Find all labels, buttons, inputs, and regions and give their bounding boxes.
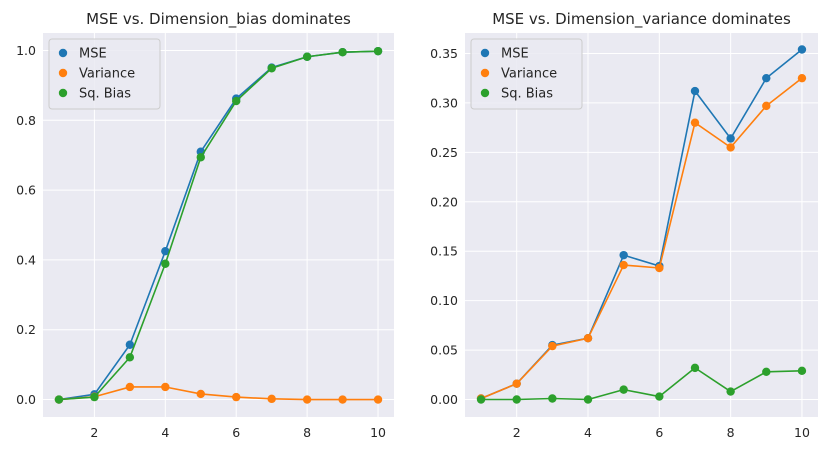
data-series <box>54 46 383 404</box>
x-tick-label: 4 <box>161 425 169 440</box>
data-point-sq_bias <box>302 52 312 61</box>
data-point-variance <box>690 118 700 127</box>
y-tick-label: 0.8 <box>16 113 36 128</box>
y-tick-label: 0.2 <box>16 322 36 337</box>
tick-labels: 2 4 6 8 10 0.0 0.2 0.4 0.6 0.8 1.0 <box>16 43 386 440</box>
legend-box <box>48 38 161 110</box>
data-point-variance <box>338 395 347 404</box>
legend-marker-mse <box>58 48 68 58</box>
data-point-sq_bias <box>690 363 700 373</box>
legend-label: Sq. Bias <box>79 87 131 102</box>
data-series <box>476 45 807 404</box>
data-point-mse <box>619 250 628 260</box>
y-tick-label: 0.35 <box>430 46 458 61</box>
data-point-sq_bias <box>90 392 99 402</box>
data-point-sq_bias <box>655 392 664 401</box>
data-point-sq_bias <box>797 366 807 376</box>
chart-title: MSE vs. Dimension_variance dominates <box>492 10 791 29</box>
data-point-sq_bias <box>548 394 557 403</box>
y-tick-label: 0.6 <box>16 183 36 198</box>
y-tick-label: 0.0 <box>16 392 36 407</box>
data-point-variance <box>619 260 628 270</box>
y-tick-label: 0.05 <box>430 343 458 358</box>
legend-marker-mse <box>480 48 490 58</box>
data-point-sq_bias <box>125 353 135 362</box>
y-tick-label: 0.20 <box>430 194 458 209</box>
data-point-variance <box>726 143 735 152</box>
data-point-mse <box>762 73 771 83</box>
data-point-variance <box>161 382 170 392</box>
data-point-variance <box>125 382 135 392</box>
data-point-variance <box>232 392 241 402</box>
legend-marker-variance <box>480 68 490 78</box>
legend-marker-sq_bias <box>58 88 68 98</box>
data-point-mse <box>690 86 700 96</box>
data-point-sq_bias <box>232 96 241 106</box>
data-point-mse <box>161 246 170 256</box>
data-point-variance <box>548 341 557 351</box>
series-line-variance <box>58 386 379 401</box>
legend-label: Sq. Bias <box>501 87 553 102</box>
data-point-variance <box>373 395 383 404</box>
data-point-sq_bias <box>161 259 170 268</box>
legend-label: MSE <box>79 47 107 62</box>
y-tick-label: 0.00 <box>430 392 458 407</box>
legend-label: Variance <box>79 67 135 82</box>
data-point-sq_bias <box>196 153 205 162</box>
legend-box <box>470 38 583 110</box>
tick-labels: 2 4 6 8 10 0.00 0.05 0.10 0.15 0.20 0.25 0.30 0.35 <box>430 46 810 440</box>
x-tick-label: 2 <box>90 425 98 440</box>
x-tick-label: 8 <box>727 425 735 440</box>
legend-label: Variance <box>501 67 557 82</box>
x-tick-label: 8 <box>303 425 311 440</box>
data-point-sq_bias <box>476 395 486 404</box>
data-point-variance <box>797 73 807 83</box>
x-tick-label: 6 <box>232 425 240 440</box>
x-tick-label: 10 <box>794 425 810 440</box>
chart-bias-dominates: 2 4 6 8 10 0.0 0.2 0.4 0.6 0.8 1.0 MSE vs. Dimensi… <box>16 10 394 440</box>
data-point-sq_bias <box>373 46 383 56</box>
legend: MSE Variance Sq. Bias <box>470 38 583 110</box>
data-point-mse <box>797 45 807 54</box>
series-line-sq_bias <box>481 367 802 401</box>
data-point-sq_bias <box>338 48 347 57</box>
x-tick-label: 2 <box>513 425 521 440</box>
data-point-mse <box>726 134 735 143</box>
x-tick-label: 10 <box>370 425 386 440</box>
data-point-variance <box>583 334 593 343</box>
series-line-variance <box>480 77 803 400</box>
y-tick-label: 0.30 <box>430 95 458 110</box>
legend-marker-variance <box>58 68 68 78</box>
legend: MSE Variance Sq. Bias <box>48 38 161 110</box>
data-point-variance <box>762 101 771 111</box>
data-point-sq_bias <box>54 395 64 404</box>
data-point-sq_bias <box>762 367 771 377</box>
data-point-variance <box>196 389 205 399</box>
y-tick-label: 0.25 <box>430 145 458 160</box>
chart-title: MSE vs. Dimension_bias dominates <box>86 10 351 29</box>
data-point-sq_bias <box>619 385 628 394</box>
chart-variance-dominates: 2 4 6 8 10 0.00 0.05 0.10 0.15 0.20 0.25 0.30 0.35 M… <box>430 10 818 440</box>
y-tick-label: 0.15 <box>430 244 458 259</box>
x-tick-label: 4 <box>584 425 592 440</box>
y-tick-label: 0.10 <box>430 293 458 308</box>
data-point-variance <box>512 379 521 388</box>
y-tick-label: 1.0 <box>16 43 36 58</box>
data-point-variance <box>655 263 664 273</box>
data-point-variance <box>267 394 276 404</box>
data-point-sq_bias <box>267 64 276 73</box>
y-tick-label: 0.4 <box>16 252 36 267</box>
legend-marker-sq_bias <box>480 88 490 98</box>
data-point-mse <box>125 340 135 349</box>
x-tick-label: 6 <box>655 425 663 440</box>
legend-label: MSE <box>501 47 529 62</box>
data-point-variance <box>302 395 312 404</box>
data-point-sq_bias <box>512 395 521 404</box>
series-line-sq_bias <box>58 50 379 401</box>
data-point-sq_bias <box>726 387 735 396</box>
data-point-sq_bias <box>583 395 593 404</box>
